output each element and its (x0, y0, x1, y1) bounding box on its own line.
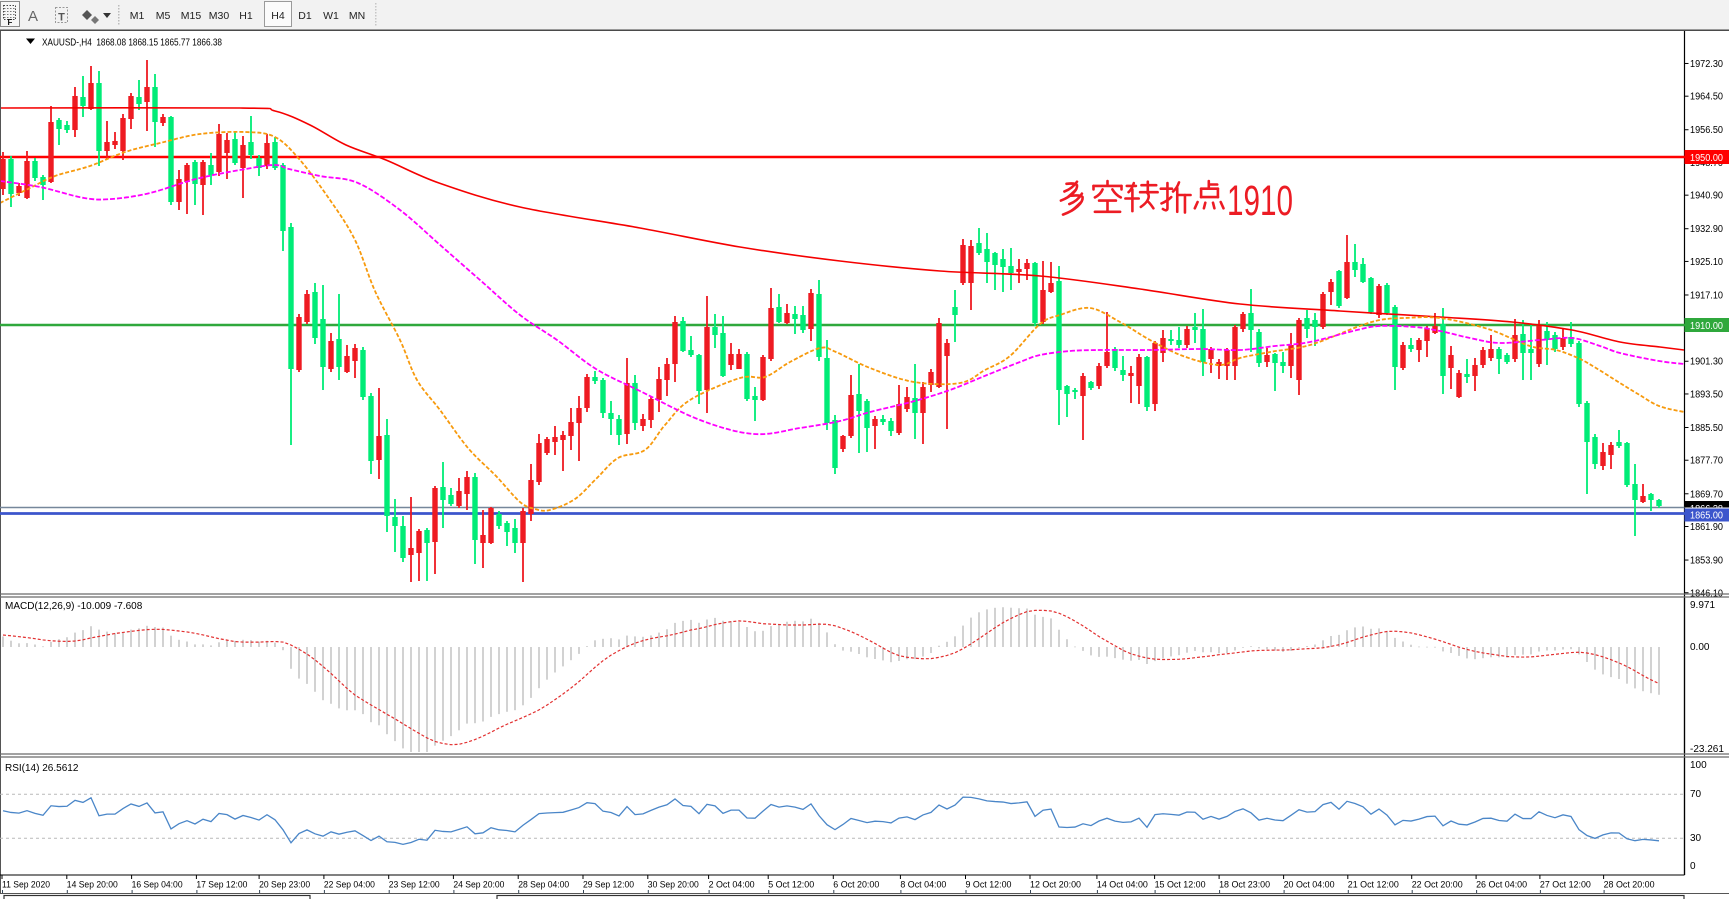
svg-text:2 Oct 04:00: 2 Oct 04:00 (709, 880, 755, 891)
svg-text:F: F (8, 18, 13, 27)
svg-text:1893.50: 1893.50 (1690, 390, 1723, 401)
svg-text:1877.70: 1877.70 (1690, 456, 1723, 467)
svg-text:1853.90: 1853.90 (1690, 556, 1723, 567)
svg-text:28 Sep 04:00: 28 Sep 04:00 (518, 880, 569, 891)
svg-text:MN: MN (349, 10, 365, 22)
svg-text:M30: M30 (209, 10, 230, 22)
svg-text:M1: M1 (130, 10, 145, 22)
svg-text:RSI(14) 26.5612: RSI(14) 26.5612 (5, 763, 79, 774)
svg-text:6 Oct 20:00: 6 Oct 20:00 (833, 880, 879, 891)
svg-text:A: A (28, 8, 38, 25)
svg-text:22 Oct 20:00: 22 Oct 20:00 (1412, 880, 1463, 891)
svg-text:D1: D1 (298, 10, 312, 22)
svg-text:26 Oct 04:00: 26 Oct 04:00 (1476, 880, 1527, 891)
svg-text:1932.90: 1932.90 (1690, 224, 1723, 235)
svg-text:1865.00: 1865.00 (1690, 511, 1723, 522)
svg-text:20 Oct 04:00: 20 Oct 04:00 (1284, 880, 1335, 891)
svg-text:0: 0 (1690, 861, 1696, 872)
svg-text:23 Sep 12:00: 23 Sep 12:00 (389, 880, 440, 891)
svg-text:1901.30: 1901.30 (1690, 357, 1723, 368)
svg-text:16 Sep 04:00: 16 Sep 04:00 (132, 880, 183, 891)
svg-text:17 Sep 12:00: 17 Sep 12:00 (196, 880, 247, 891)
svg-text:11 Sep 2020: 11 Sep 2020 (2, 880, 50, 891)
svg-text:H4: H4 (271, 10, 285, 22)
svg-text:24 Sep 20:00: 24 Sep 20:00 (453, 880, 504, 891)
svg-text:1956.50: 1956.50 (1690, 125, 1723, 136)
svg-text:XAUUSD-,H4 1868.08 1868.15 18: XAUUSD-,H4 1868.08 1868.15 1865.77 1866.… (42, 37, 222, 49)
svg-text:9 Oct 12:00: 9 Oct 12:00 (966, 880, 1012, 891)
svg-text:100: 100 (1690, 760, 1707, 771)
svg-text:1910.00: 1910.00 (1690, 321, 1723, 332)
svg-text:MACD(12,26,9) -10.009 -7.608: MACD(12,26,9) -10.009 -7.608 (5, 601, 143, 612)
svg-text:W1: W1 (323, 10, 339, 22)
svg-text:28 Oct 20:00: 28 Oct 20:00 (1604, 880, 1655, 891)
svg-text:21 Oct 12:00: 21 Oct 12:00 (1348, 880, 1399, 891)
svg-text:T: T (58, 12, 65, 24)
svg-text:22 Sep 04:00: 22 Sep 04:00 (324, 880, 375, 891)
svg-text:9.971: 9.971 (1690, 600, 1715, 611)
svg-text:27 Oct 12:00: 27 Oct 12:00 (1540, 880, 1591, 891)
svg-text:1917.10: 1917.10 (1690, 291, 1723, 302)
svg-text:1885.50: 1885.50 (1690, 423, 1723, 434)
svg-text:70: 70 (1690, 789, 1702, 800)
svg-text:30 Sep 20:00: 30 Sep 20:00 (648, 880, 699, 891)
svg-text:M15: M15 (181, 10, 202, 22)
svg-text:1866.38: 1866.38 (1690, 504, 1723, 515)
svg-text:30: 30 (1690, 833, 1702, 844)
svg-text:1972.30: 1972.30 (1690, 59, 1723, 70)
svg-text:1861.90: 1861.90 (1690, 522, 1723, 533)
svg-text:14 Sep 20:00: 14 Sep 20:00 (67, 880, 118, 891)
svg-text:1910: 1910 (1227, 177, 1293, 225)
svg-text:5 Oct 12:00: 5 Oct 12:00 (768, 880, 814, 891)
svg-text:H1: H1 (239, 10, 253, 22)
svg-text:29 Sep 12:00: 29 Sep 12:00 (583, 880, 634, 891)
svg-text:1940.90: 1940.90 (1690, 191, 1723, 202)
svg-text:1950.00: 1950.00 (1690, 153, 1723, 164)
svg-text:1964.50: 1964.50 (1690, 92, 1723, 103)
svg-text:0.00: 0.00 (1690, 642, 1710, 653)
svg-text:1925.10: 1925.10 (1690, 257, 1723, 268)
svg-text:20 Sep 23:00: 20 Sep 23:00 (259, 880, 310, 891)
svg-text:-23.261: -23.261 (1690, 744, 1724, 755)
svg-text:1869.70: 1869.70 (1690, 489, 1723, 500)
svg-text:8 Oct 04:00: 8 Oct 04:00 (900, 880, 946, 891)
svg-text:14 Oct 04:00: 14 Oct 04:00 (1097, 880, 1148, 891)
svg-text:M5: M5 (156, 10, 171, 22)
svg-text:18 Oct 23:00: 18 Oct 23:00 (1219, 880, 1270, 891)
svg-text:12 Oct 20:00: 12 Oct 20:00 (1030, 880, 1081, 891)
svg-text:15 Oct 12:00: 15 Oct 12:00 (1155, 880, 1206, 891)
